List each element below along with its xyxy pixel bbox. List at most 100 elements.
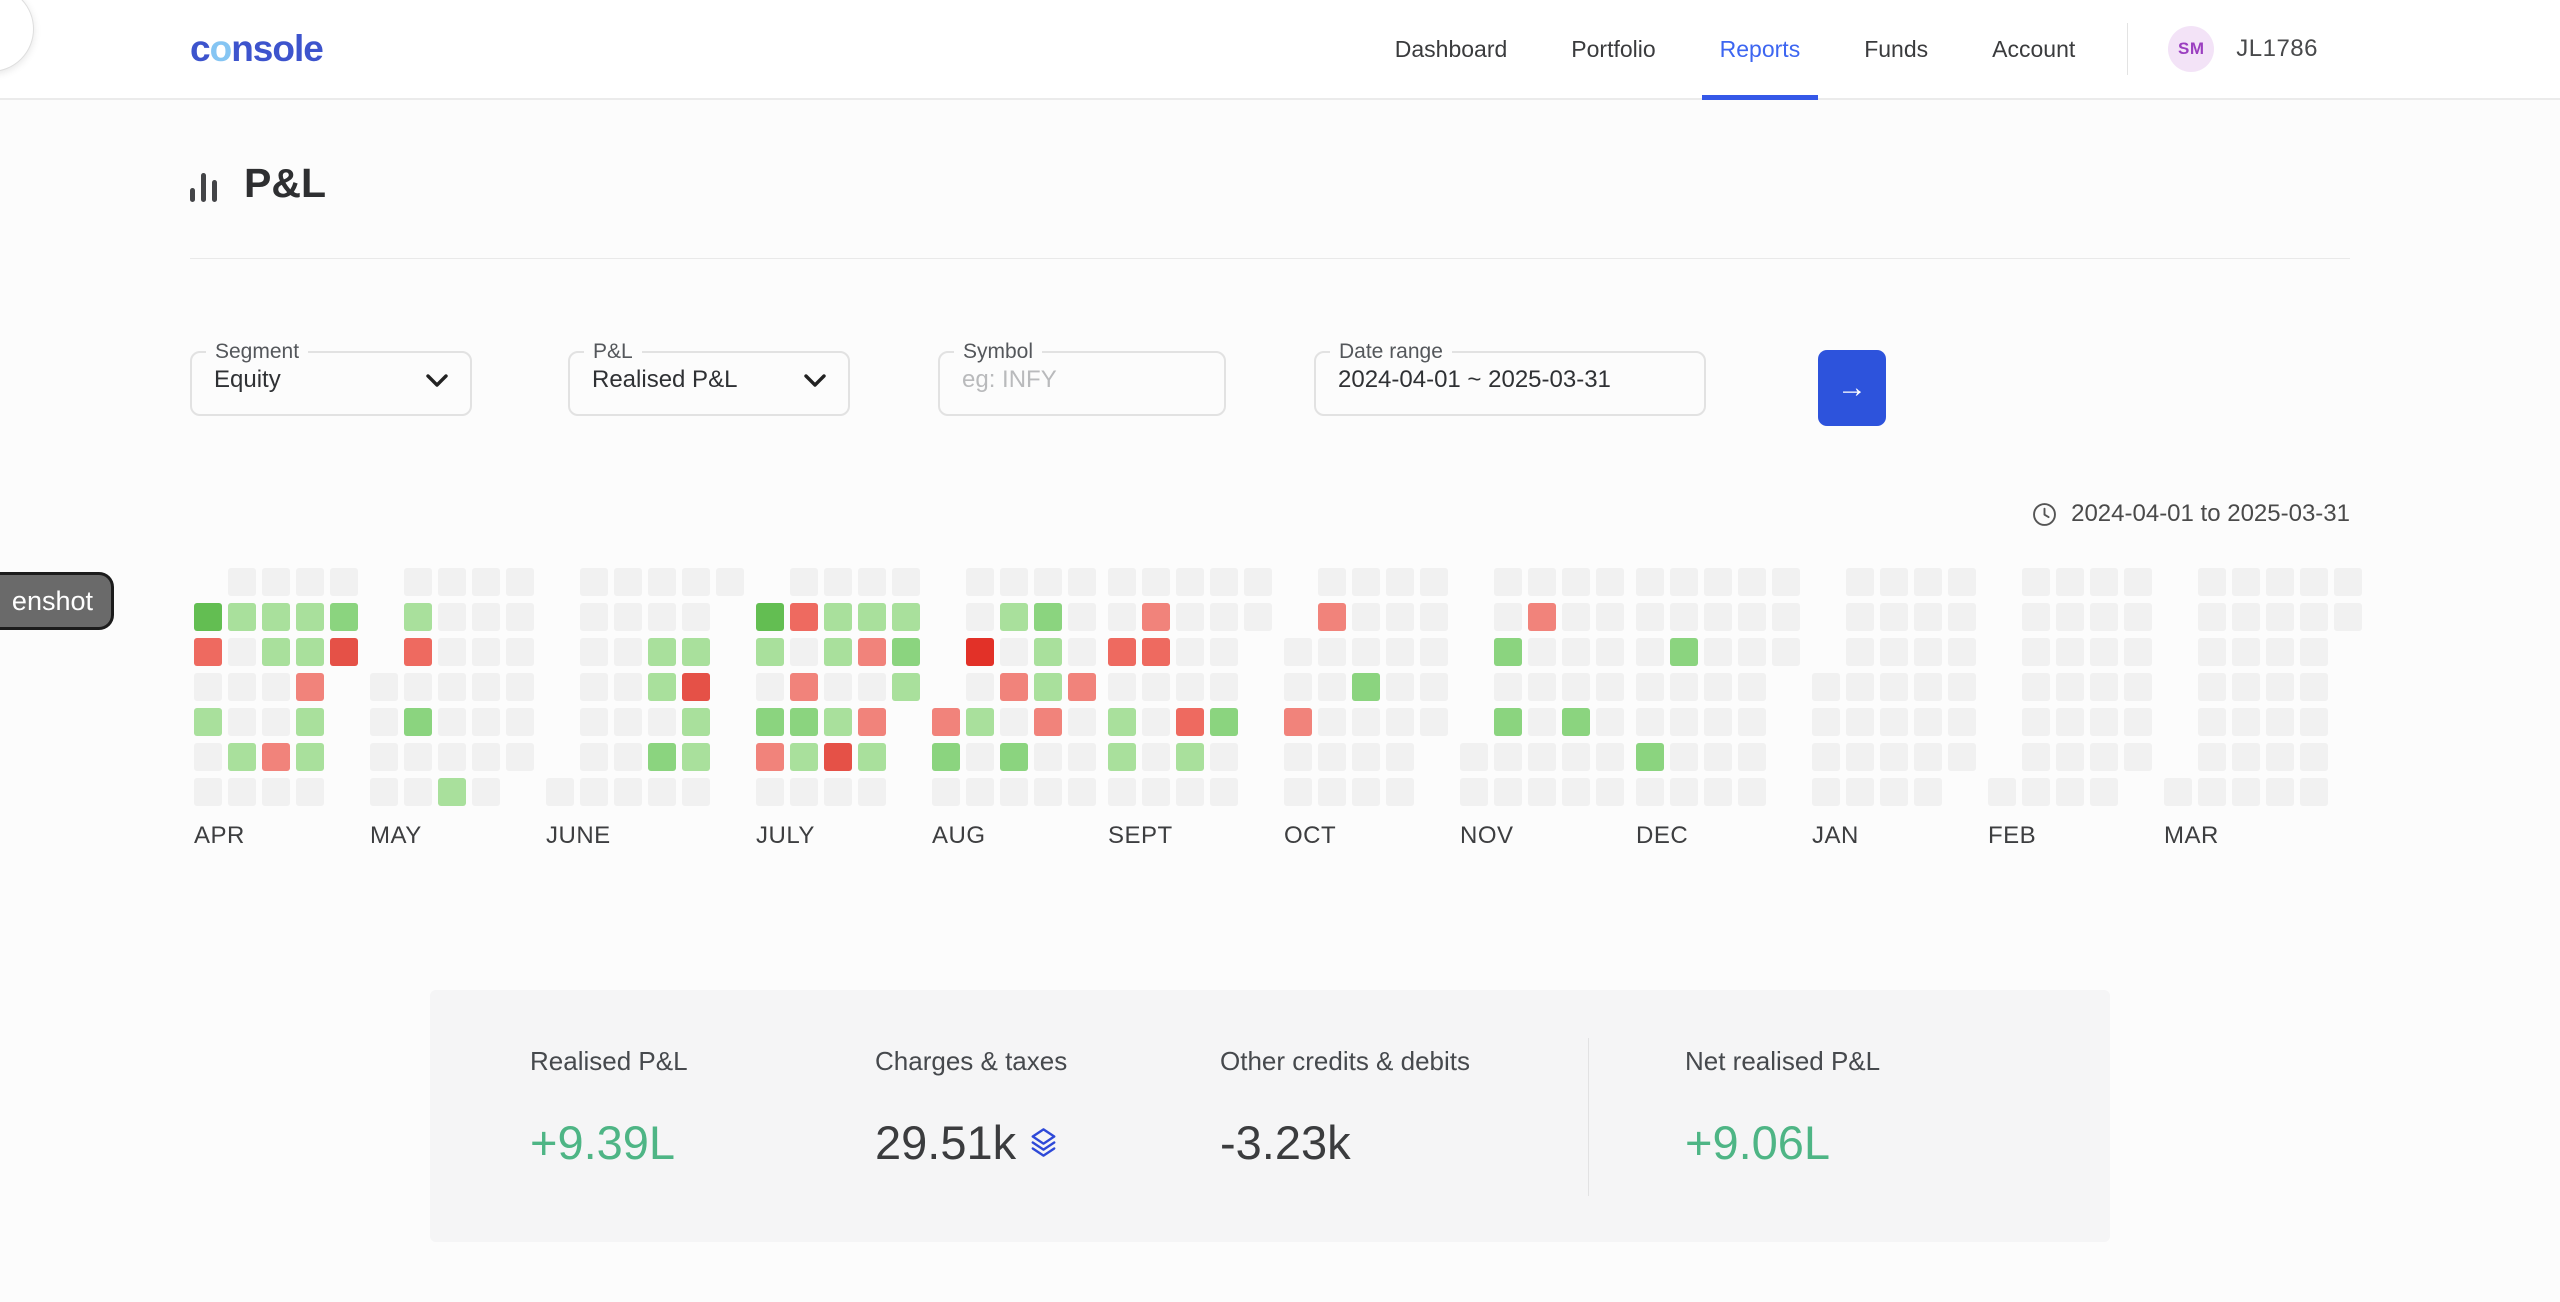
heatmap-cell[interactable]	[1914, 743, 1942, 771]
heatmap-cell[interactable]	[1210, 603, 1238, 631]
heatmap-cell[interactable]	[404, 673, 432, 701]
heatmap-cell[interactable]	[756, 743, 784, 771]
heatmap-cell[interactable]	[228, 708, 256, 736]
heatmap-cell[interactable]	[1738, 603, 1766, 631]
heatmap-cell[interactable]	[1284, 743, 1312, 771]
heatmap-cell[interactable]	[1352, 638, 1380, 666]
heatmap-cell[interactable]	[1108, 603, 1136, 631]
heatmap-cell[interactable]	[1636, 743, 1664, 771]
heatmap-cell[interactable]	[228, 778, 256, 806]
heatmap-cell[interactable]	[1880, 743, 1908, 771]
heatmap-cell[interactable]	[2090, 778, 2118, 806]
heatmap-cell[interactable]	[2198, 568, 2226, 596]
heatmap-cell[interactable]	[1284, 638, 1312, 666]
heatmap-cell[interactable]	[1318, 638, 1346, 666]
heatmap-cell[interactable]	[2266, 708, 2294, 736]
heatmap-cell[interactable]	[1352, 603, 1380, 631]
heatmap-cell[interactable]	[1284, 708, 1312, 736]
heatmap-cell[interactable]	[1034, 673, 1062, 701]
heatmap-cell[interactable]	[1420, 603, 1448, 631]
heatmap-cell[interactable]	[580, 778, 608, 806]
heatmap-cell[interactable]	[1528, 638, 1556, 666]
heatmap-cell[interactable]	[1846, 673, 1874, 701]
heatmap-cell[interactable]	[404, 778, 432, 806]
heatmap-cell[interactable]	[438, 743, 466, 771]
heatmap-cell[interactable]	[2022, 778, 2050, 806]
heatmap-cell[interactable]	[1636, 778, 1664, 806]
heatmap-cell[interactable]	[370, 708, 398, 736]
heatmap-cell[interactable]	[2198, 638, 2226, 666]
heatmap-cell[interactable]	[1108, 708, 1136, 736]
heatmap-cell[interactable]	[262, 638, 290, 666]
heatmap-cell[interactable]	[790, 778, 818, 806]
heatmap-cell[interactable]	[1738, 568, 1766, 596]
heatmap-cell[interactable]	[262, 568, 290, 596]
heatmap-cell[interactable]	[1142, 778, 1170, 806]
heatmap-cell[interactable]	[404, 743, 432, 771]
heatmap-cell[interactable]	[790, 673, 818, 701]
heatmap-cell[interactable]	[648, 638, 676, 666]
heatmap-cell[interactable]	[1142, 568, 1170, 596]
heatmap-cell[interactable]	[1420, 708, 1448, 736]
heatmap-cell[interactable]	[1880, 673, 1908, 701]
heatmap-cell[interactable]	[1000, 708, 1028, 736]
heatmap-cell[interactable]	[1318, 743, 1346, 771]
heatmap-cell[interactable]	[2300, 673, 2328, 701]
heatmap-cell[interactable]	[824, 708, 852, 736]
heatmap-cell[interactable]	[472, 568, 500, 596]
heatmap-cell[interactable]	[1352, 708, 1380, 736]
heatmap-cell[interactable]	[2300, 603, 2328, 631]
heatmap-cell[interactable]	[1636, 638, 1664, 666]
nav-item-account[interactable]: Account	[1992, 35, 2076, 62]
heatmap-cell[interactable]	[2232, 708, 2260, 736]
heatmap-cell[interactable]	[1386, 638, 1414, 666]
heatmap-cell[interactable]	[194, 708, 222, 736]
heatmap-cell[interactable]	[2124, 673, 2152, 701]
heatmap-cell[interactable]	[404, 603, 432, 631]
heatmap-cell[interactable]	[2124, 603, 2152, 631]
heatmap-cell[interactable]	[966, 603, 994, 631]
heatmap-cell[interactable]	[1528, 708, 1556, 736]
heatmap-cell[interactable]	[2232, 673, 2260, 701]
heatmap-cell[interactable]	[1142, 743, 1170, 771]
heatmap-cell[interactable]	[1000, 743, 1028, 771]
heatmap-cell[interactable]	[228, 603, 256, 631]
heatmap-cell[interactable]	[648, 568, 676, 596]
heatmap-cell[interactable]	[1176, 708, 1204, 736]
heatmap-cell[interactable]	[580, 638, 608, 666]
heatmap-cell[interactable]	[194, 673, 222, 701]
heatmap-cell[interactable]	[506, 603, 534, 631]
heatmap-cell[interactable]	[2022, 743, 2050, 771]
heatmap-cell[interactable]	[1596, 743, 1624, 771]
heatmap-cell[interactable]	[1670, 743, 1698, 771]
heatmap-cell[interactable]	[1596, 603, 1624, 631]
heatmap-cell[interactable]	[1284, 778, 1312, 806]
heatmap-cell[interactable]	[2198, 673, 2226, 701]
heatmap-cell[interactable]	[1386, 568, 1414, 596]
heatmap-cell[interactable]	[1318, 778, 1346, 806]
heatmap-cell[interactable]	[506, 743, 534, 771]
heatmap-cell[interactable]	[648, 603, 676, 631]
heatmap-cell[interactable]	[1108, 778, 1136, 806]
heatmap-cell[interactable]	[1142, 603, 1170, 631]
heatmap-cell[interactable]	[2090, 603, 2118, 631]
heatmap-cell[interactable]	[1108, 673, 1136, 701]
heatmap-cell[interactable]	[1494, 743, 1522, 771]
heatmap-cell[interactable]	[1846, 568, 1874, 596]
heatmap-cell[interactable]	[1000, 568, 1028, 596]
heatmap-cell[interactable]	[1176, 568, 1204, 596]
nav-item-funds[interactable]: Funds	[1864, 35, 1929, 62]
heatmap-cell[interactable]	[682, 778, 710, 806]
heatmap-cell[interactable]	[2090, 673, 2118, 701]
heatmap-cell[interactable]	[2300, 708, 2328, 736]
heatmap-cell[interactable]	[2232, 638, 2260, 666]
heatmap-cell[interactable]	[1596, 638, 1624, 666]
heatmap-cell[interactable]	[438, 708, 466, 736]
heatmap-cell[interactable]	[2232, 568, 2260, 596]
heatmap-cell[interactable]	[1420, 568, 1448, 596]
heatmap-cell[interactable]	[932, 708, 960, 736]
heatmap-cell[interactable]	[1460, 778, 1488, 806]
heatmap-cell[interactable]	[614, 708, 642, 736]
heatmap-cell[interactable]	[1772, 638, 1800, 666]
chevron-down-icon[interactable]	[804, 373, 826, 387]
